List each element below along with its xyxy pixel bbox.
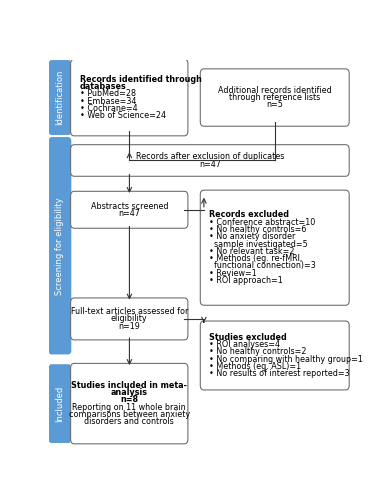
Text: • No healthy controls=6: • No healthy controls=6 bbox=[209, 225, 307, 234]
Text: • Embase=34: • Embase=34 bbox=[80, 96, 136, 106]
Text: Records identified through: Records identified through bbox=[80, 74, 202, 84]
Text: • Conference abstract=10: • Conference abstract=10 bbox=[209, 218, 315, 226]
Text: n=19: n=19 bbox=[118, 322, 140, 330]
Text: Abstracts screened: Abstracts screened bbox=[91, 202, 168, 210]
Text: • Methods (eg. re-fMRI,: • Methods (eg. re-fMRI, bbox=[209, 254, 303, 263]
Text: Studies excluded: Studies excluded bbox=[209, 332, 287, 342]
FancyBboxPatch shape bbox=[49, 138, 71, 354]
FancyBboxPatch shape bbox=[71, 298, 188, 340]
FancyBboxPatch shape bbox=[71, 59, 188, 136]
Text: • ROI approach=1: • ROI approach=1 bbox=[209, 276, 283, 285]
Text: through reference lists: through reference lists bbox=[229, 93, 321, 102]
Text: eligibility: eligibility bbox=[111, 314, 147, 324]
Text: Additional records identified: Additional records identified bbox=[218, 86, 331, 94]
Text: • ROI analyses=4: • ROI analyses=4 bbox=[209, 340, 280, 349]
Text: Full-text articles assessed for: Full-text articles assessed for bbox=[70, 307, 188, 316]
Text: n=47: n=47 bbox=[199, 160, 221, 168]
Text: sample investigated=5: sample investigated=5 bbox=[209, 240, 308, 248]
Text: Included: Included bbox=[55, 386, 65, 422]
Text: n=5: n=5 bbox=[266, 100, 283, 110]
Text: Reporting on 11 whole brain: Reporting on 11 whole brain bbox=[72, 403, 186, 412]
Text: • No comparing with healthy group=1: • No comparing with healthy group=1 bbox=[209, 354, 363, 364]
FancyBboxPatch shape bbox=[71, 364, 188, 444]
Text: • Methods (eg. ASL)=1: • Methods (eg. ASL)=1 bbox=[209, 362, 301, 371]
Text: • PubMed=28: • PubMed=28 bbox=[80, 90, 136, 98]
Text: n=47: n=47 bbox=[118, 209, 140, 218]
Text: • Web of Science=24: • Web of Science=24 bbox=[80, 112, 166, 120]
Text: Records after exclusion of duplicates: Records after exclusion of duplicates bbox=[136, 152, 284, 162]
FancyBboxPatch shape bbox=[200, 190, 349, 305]
Text: comparisons between anxiety: comparisons between anxiety bbox=[69, 410, 190, 419]
Text: Studies included in meta-: Studies included in meta- bbox=[71, 381, 187, 390]
Text: • No healthy controls=2: • No healthy controls=2 bbox=[209, 348, 307, 356]
Text: Screening for eligibility: Screening for eligibility bbox=[55, 197, 65, 294]
FancyBboxPatch shape bbox=[49, 365, 71, 442]
Text: functional connection)=3: functional connection)=3 bbox=[209, 262, 316, 270]
FancyBboxPatch shape bbox=[49, 61, 71, 134]
FancyBboxPatch shape bbox=[71, 144, 349, 176]
Text: Identification: Identification bbox=[55, 70, 65, 125]
Text: databases: databases bbox=[80, 82, 126, 91]
Text: • No results of interest reported=3: • No results of interest reported=3 bbox=[209, 370, 350, 378]
FancyBboxPatch shape bbox=[200, 321, 349, 390]
Text: analysis: analysis bbox=[111, 388, 148, 397]
Text: • No anxiety disorder: • No anxiety disorder bbox=[209, 232, 296, 241]
Text: n=8: n=8 bbox=[120, 396, 138, 404]
Text: • No relevant task=2: • No relevant task=2 bbox=[209, 247, 295, 256]
FancyBboxPatch shape bbox=[200, 69, 349, 126]
Text: disorders and controls: disorders and controls bbox=[84, 418, 174, 426]
Text: Records excluded: Records excluded bbox=[209, 210, 289, 220]
Text: • Review=1: • Review=1 bbox=[209, 269, 257, 278]
FancyBboxPatch shape bbox=[71, 192, 188, 228]
Text: • Cochrane=4: • Cochrane=4 bbox=[80, 104, 137, 113]
